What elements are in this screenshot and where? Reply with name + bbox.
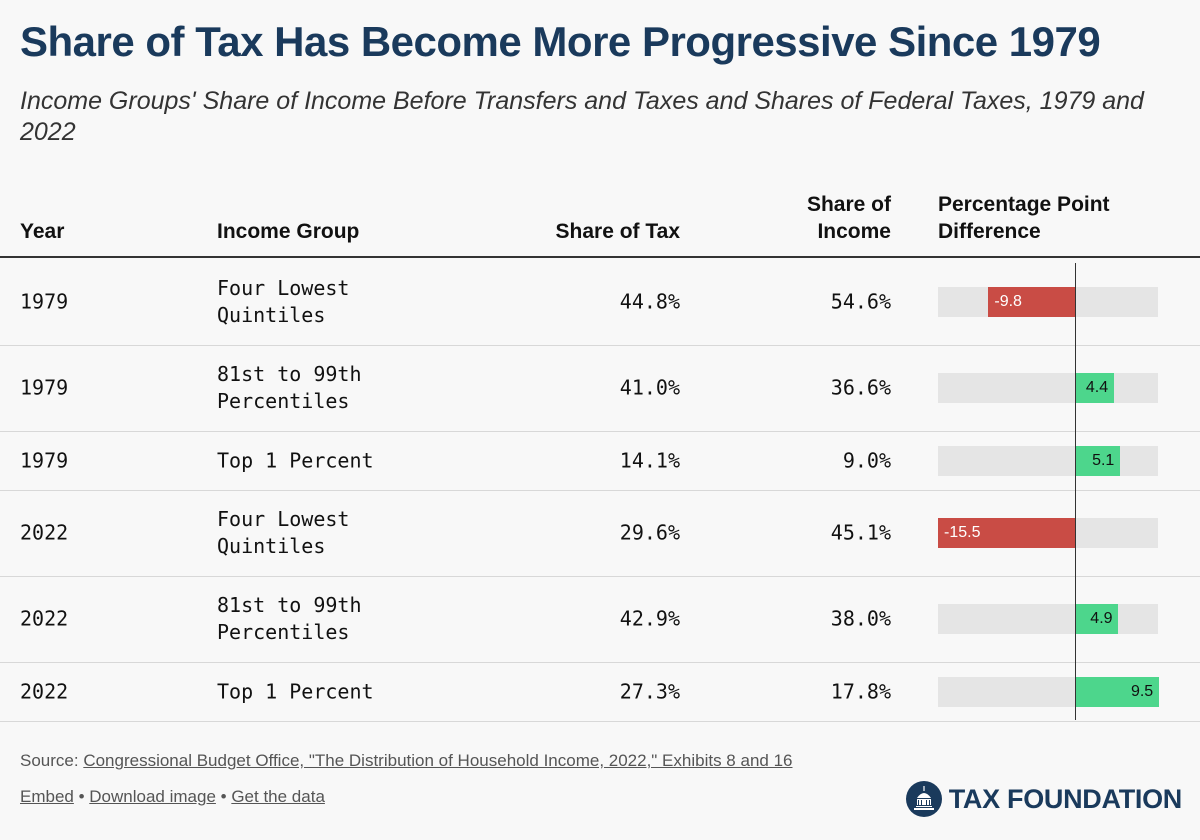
diff-bar-label: 5.1 (1092, 451, 1115, 469)
embed-link[interactable]: Embed (20, 787, 74, 806)
header-share-of-tax: Share of Tax (555, 220, 680, 243)
cell-year: 2022 (20, 520, 69, 545)
diff-bar-track: -9.8 (938, 286, 1158, 317)
header-share-of-income: Share of Income (807, 191, 891, 245)
footer-links: Embed • Download image • Get the data (20, 787, 325, 807)
footer-separator: • (215, 787, 232, 806)
diff-bar-track: 9.5 (938, 676, 1159, 707)
table-row: 1979 81st to 99th Percentiles 41.0% 36.6% 4.… (0, 345, 1200, 432)
cell-share-of-income: 45.1% (830, 520, 891, 545)
cell-income-group: 81st to 99th Percentiles (217, 362, 362, 413)
cell-share-of-tax: 44.8% (619, 289, 680, 313)
cell-year: 2022 (20, 606, 69, 631)
chart-title: Share of Tax Has Become More Progressive… (20, 18, 1101, 65)
source-link[interactable]: Congressional Budget Office, "The Distri… (83, 751, 793, 770)
logo-text: TAX FOUNDATION (948, 783, 1183, 814)
zero-axis-line (1075, 263, 1076, 720)
diff-bar-label: 4.9 (1090, 610, 1113, 627)
table-row: 1979 Four Lowest Quintiles 44.8% 54.6% -9.8 (0, 258, 1200, 346)
get-data-link[interactable]: Get the data (231, 787, 325, 806)
cell-year: 1979 (20, 448, 69, 472)
cell-share-of-income: 38.0% (830, 606, 891, 631)
diff-bar (1075, 445, 1121, 476)
header-divider (0, 256, 1200, 258)
cell-share-of-tax: 14.1% (619, 448, 680, 472)
diff-bar (988, 286, 1075, 317)
cell-income-group: Top 1 Percent (217, 448, 374, 472)
footer-separator: • (73, 787, 90, 806)
diff-bar-label: -15.5 (944, 524, 981, 541)
table-row: 2022 Four Lowest Quintiles 29.6% 45.1% -15.5 (0, 490, 1200, 577)
diff-bar (1075, 604, 1119, 634)
chart-subtitle: Income Groups' Share of Income Before Tr… (20, 87, 1144, 146)
cell-share-of-tax: 41.0% (619, 375, 680, 400)
header-income-group: Income Group (217, 220, 360, 243)
header-share-of-income-line1: Share of (806, 193, 891, 216)
cell-income-group: Four Lowest Quintiles (217, 275, 350, 327)
cell-year: 1979 (20, 375, 69, 400)
diff-bar (938, 518, 1075, 548)
cell-income-group: 81st to 99th Percentiles (217, 593, 362, 644)
diff-bar-track: 5.1 (938, 445, 1158, 476)
diff-bar-label: 9.5 (1130, 682, 1154, 700)
table-row: 1979 Top 1 Percent 14.1% 9.0% 5.1 (0, 431, 1200, 491)
diff-bar-track: 4.4 (938, 373, 1158, 403)
download-image-link[interactable]: Download image (89, 787, 216, 806)
header-share-of-income-line2: Income (817, 220, 891, 243)
diff-bar-label: 4.4 (1085, 379, 1109, 396)
cell-share-of-income: 9.0% (842, 448, 891, 472)
cell-year: 2022 (20, 679, 69, 703)
header-pp-difference: Percentage Point Difference (938, 191, 1110, 245)
cell-share-of-tax: 27.3% (619, 679, 680, 703)
cell-share-of-income: 54.6% (830, 289, 891, 313)
cell-share-of-income: 17.8% (830, 679, 891, 703)
cell-income-group: Four Lowest Quintiles (217, 507, 350, 558)
header-year: Year (20, 220, 65, 243)
tax-foundation-logo[interactable]: TAX FOUNDATION (905, 780, 1182, 818)
cell-year: 1979 (20, 289, 69, 313)
cell-share-of-tax: 29.6% (619, 520, 680, 545)
header-pp-difference-line2: Difference (938, 220, 1041, 243)
diff-bar-track: 4.9 (938, 604, 1158, 634)
cell-share-of-income: 36.6% (830, 375, 891, 400)
cell-share-of-tax: 42.9% (619, 606, 680, 631)
header-pp-difference-line1: Percentage Point (938, 193, 1110, 216)
capitol-dome-icon (905, 781, 942, 817)
table-row: 2022 81st to 99th Percentiles 42.9% 38.0% 4.… (0, 576, 1200, 663)
cell-income-group: Top 1 Percent (217, 679, 374, 703)
diff-bar-label: -9.8 (994, 292, 1022, 310)
diff-bar-track: -15.5 (938, 518, 1158, 548)
source-prefix: Source: (20, 751, 84, 770)
diff-bar (1075, 373, 1114, 403)
diff-bar (1075, 676, 1159, 707)
source-note: Source: Congressional Budget Office, "Th… (20, 751, 792, 771)
table-row: 2022 Top 1 Percent 27.3% 17.8% 9.5 (0, 662, 1200, 722)
